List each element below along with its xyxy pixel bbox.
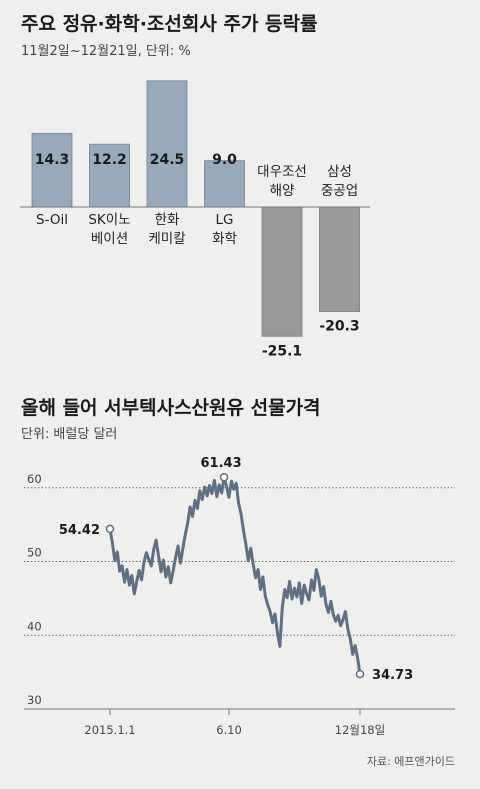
- line-chart-subtitle: 단위: 배럴당 달러: [21, 427, 117, 442]
- y-tick-label: 60: [27, 472, 42, 486]
- category-label: LG: [216, 212, 234, 228]
- bar-value-label: 12.2: [92, 152, 127, 168]
- category-label: 케미칼: [148, 231, 185, 247]
- marker-point: [219, 472, 229, 482]
- bar-value-label: -20.3: [319, 319, 359, 335]
- bar-chart-subtitle: 11월2일~12월21일, 단위: %: [21, 44, 191, 59]
- category-label: 베이션: [91, 231, 128, 247]
- category-label: S-Oil: [36, 212, 68, 228]
- marker-point: [105, 524, 115, 534]
- start-annotation: 54.42: [59, 523, 100, 538]
- bar-value-label: 14.3: [35, 152, 70, 168]
- category-label: 중공업: [321, 183, 358, 199]
- line-chart-title: 올해 들어 서부텍사스산원유 선물가격: [21, 397, 321, 419]
- line-chart: 올해 들어 서부텍사스산원유 선물가격 단위: 배럴당 달러 30 40 50 60 2…: [21, 397, 455, 768]
- bar-3: [204, 160, 245, 208]
- y-tick-label: 30: [27, 693, 42, 707]
- bar-4: [261, 206, 303, 337]
- end-annotation: 34.73: [372, 668, 413, 683]
- bar-value-label: -25.1: [262, 343, 302, 359]
- y-tick-label: 40: [27, 619, 42, 633]
- marker-point: [355, 669, 365, 679]
- bar-5: [319, 206, 360, 312]
- bar-0: [31, 132, 73, 208]
- category-label: SK이노: [88, 212, 130, 228]
- peak-annotation: 61.43: [201, 456, 242, 471]
- bar-value-label: 24.5: [150, 152, 185, 168]
- x-tick-label: 2015.1.1: [84, 723, 135, 737]
- category-label: 한화: [155, 212, 180, 228]
- category-label: 대우조선: [257, 164, 307, 180]
- bar-value-label: 9.0: [212, 152, 237, 168]
- x-tick-label: 12월18일: [335, 723, 385, 737]
- x-tick-label: 6.10: [216, 723, 242, 737]
- category-label: 화학: [212, 231, 237, 247]
- bar-chart-title: 주요 정유·화학·조선회사 주가 등락률: [21, 13, 317, 35]
- bar-1: [89, 143, 130, 208]
- y-tick-label: 50: [27, 546, 42, 560]
- bar-2: [146, 80, 188, 208]
- source-note: 자료: 에프앤가이드: [367, 755, 455, 768]
- category-label: 해양: [270, 183, 295, 199]
- category-label: 삼성: [327, 164, 352, 180]
- bar-chart: 주요 정유·화학·조선회사 주가 등락률 11월2일~12월21일, 단위: %…: [20, 13, 370, 359]
- price-line: [108, 475, 362, 675]
